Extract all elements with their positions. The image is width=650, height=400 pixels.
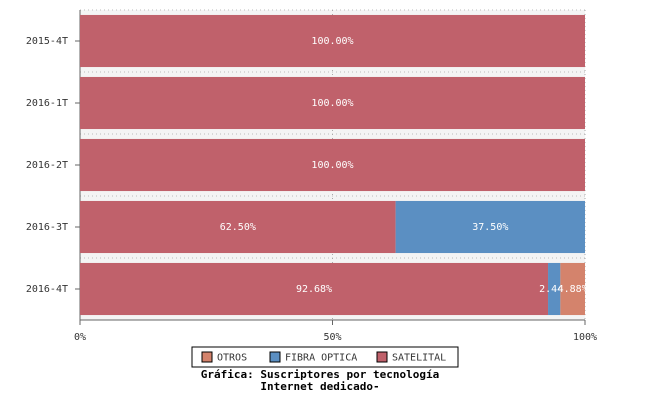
bar-segment xyxy=(80,14,585,68)
legend-label: FIBRA OPTICA xyxy=(285,353,357,364)
data-label: 2.44% xyxy=(539,284,569,295)
bar-segment xyxy=(80,76,585,130)
x-tick-label: 0% xyxy=(74,332,86,343)
data-label: 92.68% xyxy=(296,284,332,295)
data-label: 100.00% xyxy=(311,36,353,47)
y-tick-label: 2016-4T xyxy=(26,284,68,295)
bar-segment xyxy=(395,200,585,254)
chart-title: Gráfica: Suscriptores por tecnología xyxy=(201,368,439,381)
data-label: 100.00% xyxy=(311,98,353,109)
chart-subtitle: Internet dedicado- xyxy=(260,380,379,393)
x-tick-label: 100% xyxy=(573,332,597,343)
legend-box xyxy=(191,346,459,368)
data-label: 62.50% xyxy=(220,222,256,233)
y-tick-label: 2016-1T xyxy=(26,98,68,109)
legend-swatch xyxy=(201,351,213,363)
legend-label: OTROS xyxy=(217,353,247,364)
legend-label: SATELITAL xyxy=(392,353,446,364)
y-tick-label: 2015-4T xyxy=(26,36,68,47)
legend-swatch xyxy=(376,351,388,363)
bar-segment xyxy=(80,138,585,192)
bar-segment xyxy=(560,262,585,316)
bar-segment xyxy=(80,262,549,316)
data-label: 4.88% xyxy=(558,284,588,295)
data-label: 100.00% xyxy=(311,160,353,171)
y-tick-label: 2016-2T xyxy=(26,160,68,171)
y-tick-label: 2016-3T xyxy=(26,222,68,233)
bar-segment xyxy=(548,262,561,316)
bar-segment xyxy=(80,200,396,254)
data-label: 37.50% xyxy=(472,222,508,233)
x-tick-label: 50% xyxy=(323,332,341,343)
legend-swatch xyxy=(269,351,281,363)
